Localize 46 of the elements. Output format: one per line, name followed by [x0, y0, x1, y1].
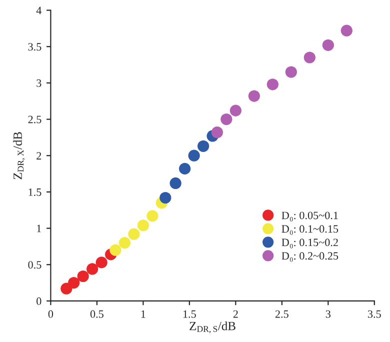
x-tick-label: 1.5 — [183, 310, 196, 318]
x-tick-label: 3.5 — [368, 310, 381, 318]
legend-label: D₀: 0.05~0.1 — [282, 212, 338, 222]
y-tick-label: 3 — [36, 79, 42, 87]
y-tick-label: 0 — [36, 297, 42, 305]
x-tick-label: 2.5 — [275, 310, 288, 318]
x-tick-label: 0 — [48, 310, 54, 318]
point — [137, 220, 149, 232]
point — [285, 66, 297, 78]
point — [304, 52, 316, 64]
y-tick-label: 0.5 — [28, 261, 42, 269]
y-tick-label: 1.5 — [28, 188, 42, 196]
y-tick-label: 1 — [37, 224, 42, 232]
point — [197, 140, 210, 152]
x-tick-label: 2 — [233, 310, 238, 318]
point — [170, 177, 182, 190]
point — [248, 90, 260, 102]
x-axis-title: Z$_{DR,S}$/dB — [190, 321, 236, 334]
x-tick-label: 3 — [326, 310, 330, 318]
x-tick-label: 0.5 — [90, 310, 104, 318]
y-axis-title: Z$_{DR,X}$/dB — [13, 132, 25, 180]
legend-label: D₀: 0.2~0.25 — [282, 252, 338, 262]
point — [211, 126, 223, 138]
point — [68, 276, 80, 289]
legend-label: D₀: 0.15~0.2 — [282, 238, 338, 248]
point — [96, 256, 108, 268]
point — [128, 228, 140, 240]
point — [118, 237, 130, 249]
legend-label: D₀: 0.1~0.15 — [282, 225, 338, 235]
point — [160, 192, 172, 204]
point — [340, 24, 352, 36]
y-tick-label: 4 — [36, 6, 42, 14]
y-tick-label: 3.5 — [28, 43, 42, 51]
y-tick-label: 2 — [36, 152, 42, 160]
point — [322, 39, 334, 51]
x-tick-label: 1 — [141, 310, 146, 318]
point — [266, 78, 278, 90]
point — [110, 244, 122, 256]
point — [146, 210, 158, 222]
point — [188, 150, 200, 162]
point — [178, 162, 191, 174]
point — [220, 113, 232, 126]
point — [86, 263, 98, 275]
point — [77, 270, 89, 282]
y-tick-label: 2.5 — [28, 116, 42, 124]
point — [230, 104, 242, 116]
